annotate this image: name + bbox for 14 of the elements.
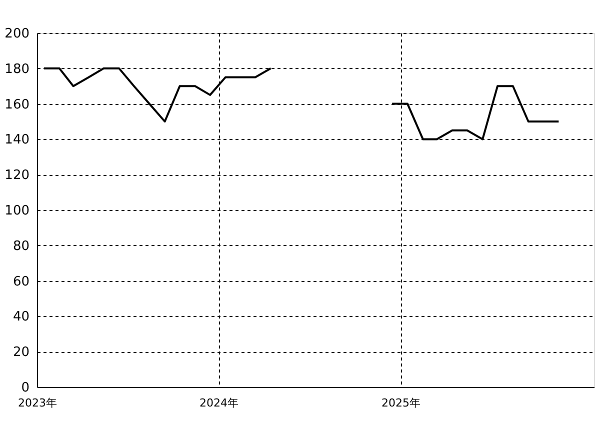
y-tick-label: 0 xyxy=(21,380,30,396)
y-tick-label: 120 xyxy=(4,168,30,184)
x-tick-label: 2023年 xyxy=(18,396,57,410)
y-tick-label: 100 xyxy=(4,204,30,218)
y-tick-label: 160 xyxy=(4,97,30,112)
y-tick-label: 200 xyxy=(4,26,30,42)
y-tick-label: 140 xyxy=(4,132,30,148)
x-tick-label: 2024年 xyxy=(200,396,239,410)
y-tick-label: 60 xyxy=(12,274,30,290)
y-tick-label: 40 xyxy=(12,310,30,325)
x-tick-label: 2025年 xyxy=(382,396,421,410)
y-tick-label: 180 xyxy=(4,62,30,77)
y-tick-label: 80 xyxy=(12,238,30,254)
y-tick-label: 20 xyxy=(12,345,30,360)
